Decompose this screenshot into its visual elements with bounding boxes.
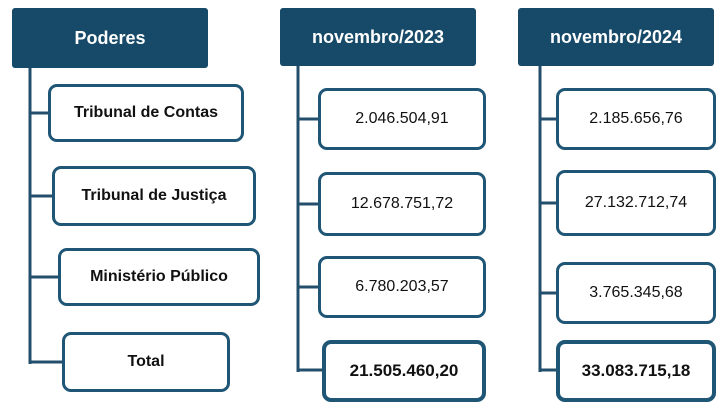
value-box: 2.185.656,76	[556, 88, 716, 150]
total-box: 21.505.460,20	[322, 340, 486, 402]
value-box: 2.046.504,91	[318, 88, 486, 150]
item-box: Tribunal de Contas	[48, 84, 244, 142]
value-box: 12.678.751,72	[318, 172, 486, 236]
column-header: novembro/2024	[518, 8, 714, 66]
item-box: Total	[62, 332, 230, 392]
value-box: 6.780.203,57	[318, 256, 486, 318]
column-header: novembro/2023	[280, 8, 476, 66]
value-box: 3.765.345,68	[556, 262, 716, 324]
total-box: 33.083.715,18	[556, 340, 716, 402]
value-box: 27.132.712,74	[556, 170, 716, 236]
item-box: Ministério Público	[58, 248, 260, 306]
column-header: Poderes	[12, 8, 208, 68]
item-box: Tribunal de Justiça	[52, 166, 256, 226]
